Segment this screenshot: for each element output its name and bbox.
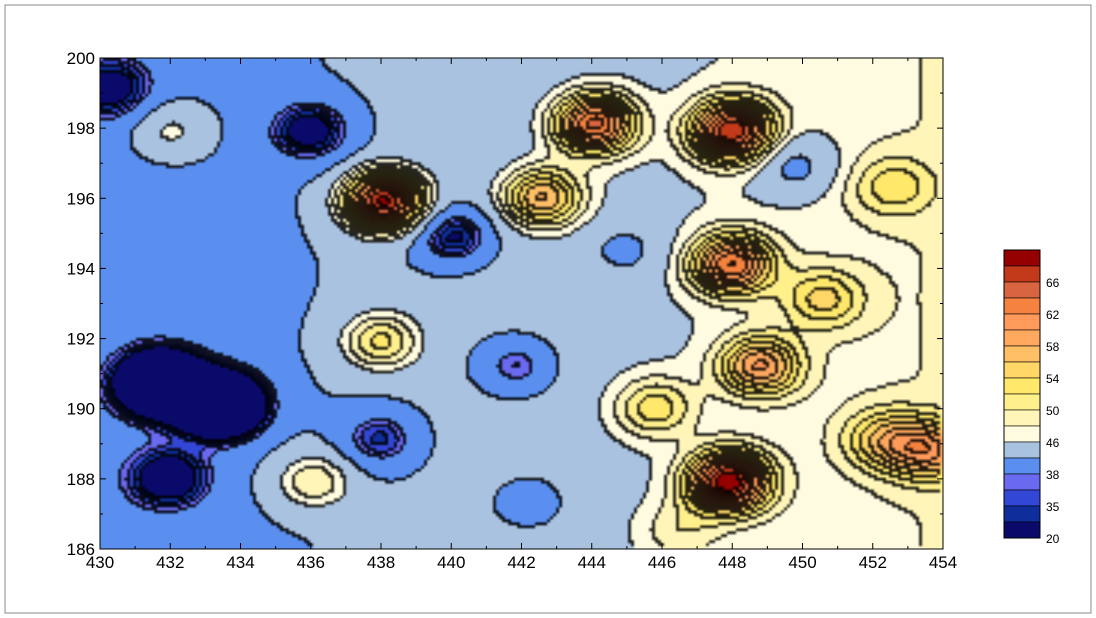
legend-swatch [1003, 281, 1041, 299]
contour-fill-layer [100, 58, 943, 549]
legend-swatch [1003, 473, 1041, 491]
legend-swatch [1003, 489, 1041, 507]
x-tick-label: 442 [507, 553, 535, 572]
x-tick-label: 446 [648, 553, 676, 572]
x-tick-label: 454 [929, 553, 957, 572]
legend-label: 58 [1046, 340, 1060, 354]
x-tick-label: 448 [718, 553, 746, 572]
y-tick-label: 194 [67, 259, 95, 278]
legend-swatch [1003, 345, 1041, 363]
x-tick-label: 444 [578, 553, 606, 572]
legend-swatch [1003, 409, 1041, 427]
legend-swatch [1003, 377, 1041, 395]
y-tick-label: 190 [67, 400, 95, 419]
x-tick-label: 452 [859, 553, 887, 572]
x-tick-label: 436 [297, 553, 325, 572]
x-tick-label: 438 [367, 553, 395, 572]
y-tick-label: 200 [67, 49, 95, 68]
legend-border [1003, 249, 1041, 539]
legend-swatch [1003, 249, 1041, 267]
axes: 430 432 434 436 438 440 442 444 446 448 450 452 454 1… [67, 49, 958, 572]
legend-label: 38 [1046, 468, 1060, 482]
legend-label: 54 [1046, 372, 1060, 386]
legend-swatch [1003, 361, 1041, 379]
y-tick-label: 188 [67, 470, 95, 489]
legend-label: 62 [1046, 308, 1060, 322]
legend-swatch [1003, 297, 1041, 315]
legend-label: 50 [1046, 404, 1060, 418]
x-tick-label: 434 [226, 553, 254, 572]
color-scale-legend: 66 62 58 54 50 46 38 35 20 [1003, 249, 1060, 546]
legend-label: 35 [1046, 500, 1060, 514]
legend-swatch [1003, 393, 1041, 411]
legend-swatch [1003, 505, 1041, 523]
legend-label: 20 [1046, 532, 1060, 546]
legend-swatch [1003, 521, 1041, 539]
y-tick-label: 196 [67, 189, 95, 208]
legend-swatch [1003, 457, 1041, 475]
legend-label: 46 [1046, 436, 1060, 450]
contour-fill-image [100, 58, 943, 549]
x-tick-label: 432 [156, 553, 184, 572]
legend-swatch [1003, 425, 1041, 443]
y-tick-label: 186 [67, 540, 95, 559]
y-tick-label: 198 [67, 119, 95, 138]
x-tick-label: 450 [788, 553, 816, 572]
legend-swatch [1003, 441, 1041, 459]
legend-swatch [1003, 313, 1041, 331]
x-tick-label: 430 [86, 553, 114, 572]
x-tick-label: 440 [437, 553, 465, 572]
legend-swatch [1003, 265, 1041, 283]
legend-label: 66 [1046, 276, 1060, 290]
y-tick-label: 192 [67, 330, 95, 349]
legend-swatch [1003, 329, 1041, 347]
